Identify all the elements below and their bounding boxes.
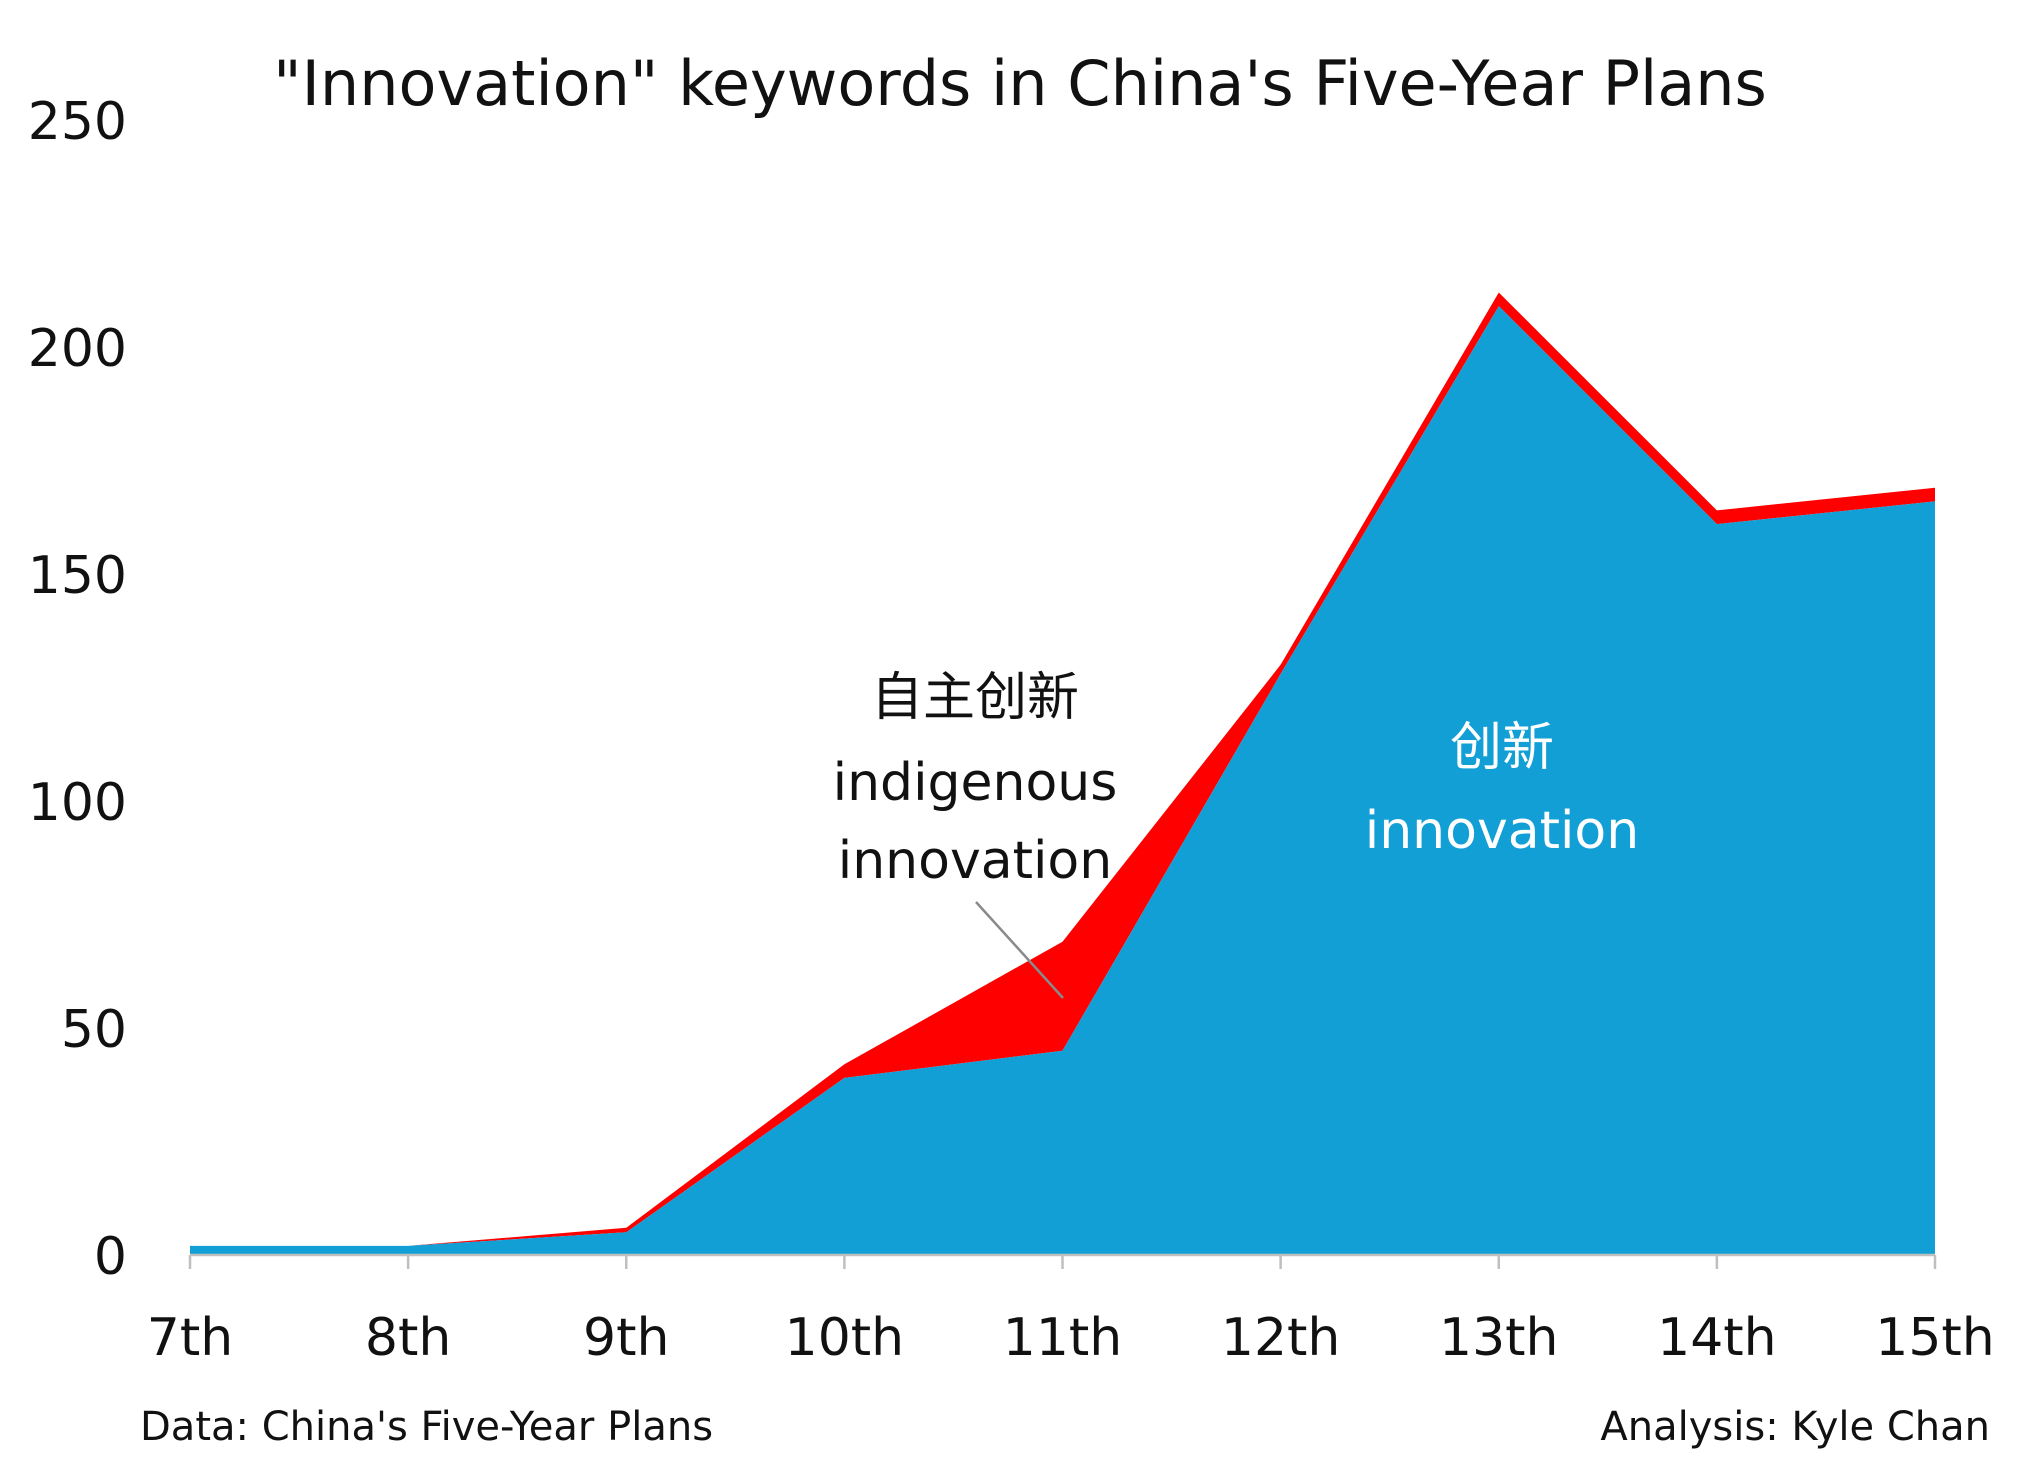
x-tick-label: 10th — [785, 1308, 905, 1368]
y-tick-label: 150 — [28, 546, 127, 606]
innovation-label-zh: 创新 — [1450, 718, 1554, 778]
indigenous-label-en-2: innovation — [838, 831, 1112, 891]
indigenous-label-zh: 自主创新 — [871, 668, 1079, 728]
x-tick-label: 7th — [147, 1308, 233, 1368]
x-tick-label: 11th — [1003, 1308, 1123, 1368]
y-tick-label: 0 — [94, 1227, 127, 1287]
y-tick-label: 200 — [28, 319, 127, 379]
indigenous-leader-line — [975, 901, 1064, 999]
x-tick-label: 14th — [1657, 1308, 1777, 1368]
x-tick-label: 13th — [1439, 1308, 1559, 1368]
x-axis-ticks: 7th 8th 9th 10th 11th 12th 13th 14th 15th — [147, 1308, 1995, 1368]
chart-title: "Innovation" keywords in China's Five-Ye… — [273, 47, 1767, 120]
innovation-label-en: innovation — [1365, 801, 1639, 861]
x-tick-label: 15th — [1875, 1308, 1995, 1368]
x-tick-label: 12th — [1221, 1308, 1341, 1368]
source-note: Data: China's Five-Year Plans — [140, 1404, 713, 1450]
x-tick-label: 8th — [365, 1308, 451, 1368]
x-tick-label: 9th — [583, 1308, 669, 1368]
credit-note: Analysis: Kyle Chan — [1600, 1404, 1990, 1450]
y-tick-label: 50 — [61, 1000, 127, 1060]
x-axis — [188, 1253, 1937, 1269]
y-tick-label: 100 — [28, 773, 127, 833]
area-series-0 — [190, 306, 1935, 1256]
area-layers — [190, 292, 1935, 1256]
y-axis-ticks: 0 50 100 150 200 250 — [28, 92, 127, 1287]
y-tick-label: 250 — [28, 92, 127, 152]
indigenous-label-en-1: indigenous — [833, 753, 1118, 813]
